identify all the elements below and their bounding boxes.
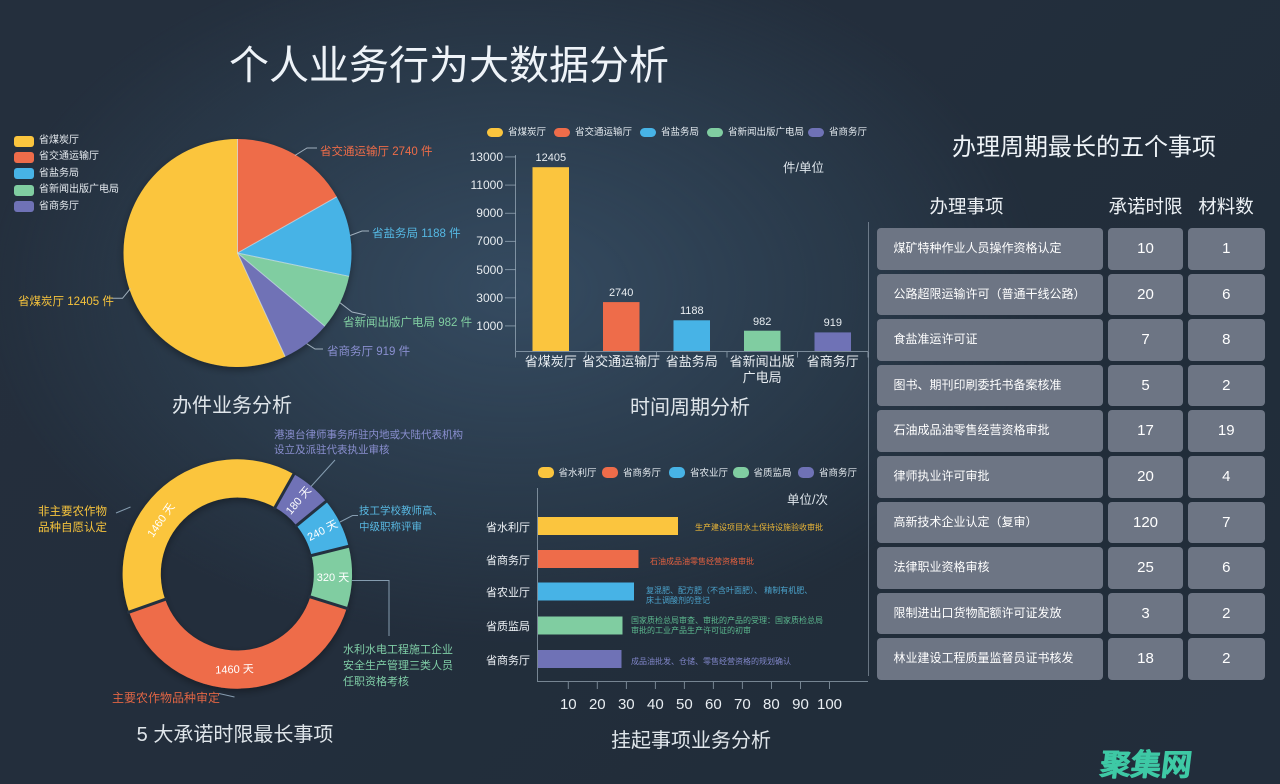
svg-text:1460 天: 1460 天 bbox=[215, 663, 254, 676]
svg-text:320 天: 320 天 bbox=[317, 572, 349, 584]
